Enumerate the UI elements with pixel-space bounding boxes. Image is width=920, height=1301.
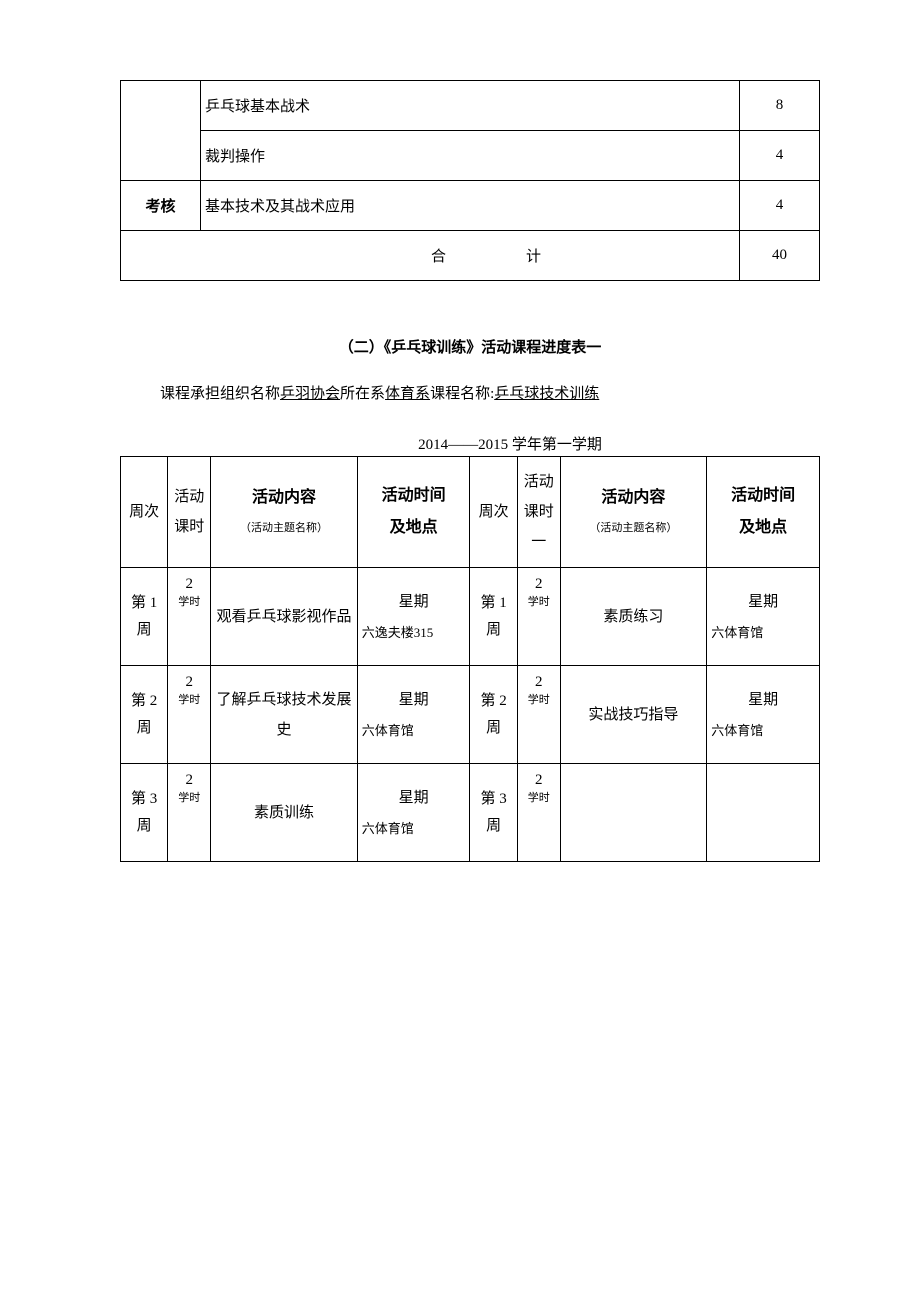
category-cell: 考核 <box>121 181 201 231</box>
value-cell: 4 <box>740 181 820 231</box>
time-cell <box>707 764 820 862</box>
schedule-body: 第 1 周 2学时 观看乒乓球影视作品 星期六逸夫楼315 第 1 周 2学时 … <box>121 568 820 862</box>
week-cell: 第 2 周 <box>121 666 168 764</box>
header-time: 活动时间 及地点 <box>357 457 470 568</box>
value-cell: 4 <box>740 131 820 181</box>
label-org: 课程承担组织名称 <box>160 386 280 402</box>
content-cell: 素质练习 <box>560 568 707 666</box>
semester-line: 2014——2015 学年第一学期 <box>120 433 820 454</box>
desc-cell: 裁判操作 <box>201 131 740 181</box>
week-cell: 第 3 周 <box>121 764 168 862</box>
time-cell: 星期六体育馆 <box>707 666 820 764</box>
week-cell: 第 1 周 <box>470 568 517 666</box>
hours-cell: 2学时 <box>168 764 211 862</box>
label-dept: 所在系 <box>340 386 385 402</box>
schedule-row: 第 2 周 2学时 了解乒乓球技术发展史 星期六体育馆 第 2 周 2学时 实战… <box>121 666 820 764</box>
header-hours: 活动课时 <box>168 457 211 568</box>
table-row: 考核 基本技术及其战术应用 4 <box>121 181 820 231</box>
value-dept: 体育系 <box>385 386 430 402</box>
schedule-row: 第 3 周 2学时 素质训练 星期六体育馆 第 3 周 2学时 <box>121 764 820 862</box>
table-row: 乒乓球基本战术 8 <box>121 81 820 131</box>
header-hours-2: 活动课时一 <box>517 457 560 568</box>
time-cell: 星期六体育馆 <box>357 666 470 764</box>
week-cell: 第 1 周 <box>121 568 168 666</box>
value-cell: 8 <box>740 81 820 131</box>
content-cell: 观看乒乓球影视作品 <box>211 568 358 666</box>
section-title: （二）《乒乓球训练》活动课程进度表一 <box>120 336 820 357</box>
content-cell: 了解乒乓球技术发展史 <box>211 666 358 764</box>
schedule-table: 周次 活动课时 活动内容 （活动主题名称） 活动时间 及地点 周次 活动课时一 … <box>120 456 820 862</box>
header-week-2: 周次 <box>470 457 517 568</box>
total-value: 40 <box>740 231 820 281</box>
hours-cell: 2学时 <box>168 666 211 764</box>
table-row: 裁判操作 4 <box>121 131 820 181</box>
time-cell: 星期六逸夫楼315 <box>357 568 470 666</box>
content-cell: 素质训练 <box>211 764 358 862</box>
category-cell <box>121 81 201 181</box>
value-course: 乒乓球技术训练 <box>494 386 599 402</box>
schedule-row: 第 1 周 2学时 观看乒乓球影视作品 星期六逸夫楼315 第 1 周 2学时 … <box>121 568 820 666</box>
hours-cell: 2学时 <box>168 568 211 666</box>
content-summary-table: 乒乓球基本战术 8 裁判操作 4 考核 基本技术及其战术应用 4 合计 40 <box>120 80 820 281</box>
hours-cell: 2学时 <box>517 666 560 764</box>
desc-cell: 乒乓球基本战术 <box>201 81 740 131</box>
time-cell: 星期六体育馆 <box>357 764 470 862</box>
hours-cell: 2学时 <box>517 764 560 862</box>
header-time-2: 活动时间 及地点 <box>707 457 820 568</box>
total-label: 合计 <box>121 231 740 281</box>
week-cell: 第 2 周 <box>470 666 517 764</box>
time-cell: 星期六体育馆 <box>707 568 820 666</box>
desc-cell: 基本技术及其战术应用 <box>201 181 740 231</box>
week-cell: 第 3 周 <box>470 764 517 862</box>
header-content-2: 活动内容 （活动主题名称） <box>560 457 707 568</box>
value-org: 乒羽协会 <box>280 386 340 402</box>
course-info-line: 课程承担组织名称乒羽协会所在系体育系课程名称:乒乓球技术训练 <box>120 382 820 403</box>
label-course: 课程名称: <box>430 386 494 402</box>
header-row: 周次 活动课时 活动内容 （活动主题名称） 活动时间 及地点 周次 活动课时一 … <box>121 457 820 568</box>
content-cell <box>560 764 707 862</box>
header-content: 活动内容 （活动主题名称） <box>211 457 358 568</box>
hours-cell: 2学时 <box>517 568 560 666</box>
header-week: 周次 <box>121 457 168 568</box>
content-cell: 实战技巧指导 <box>560 666 707 764</box>
total-row: 合计 40 <box>121 231 820 281</box>
